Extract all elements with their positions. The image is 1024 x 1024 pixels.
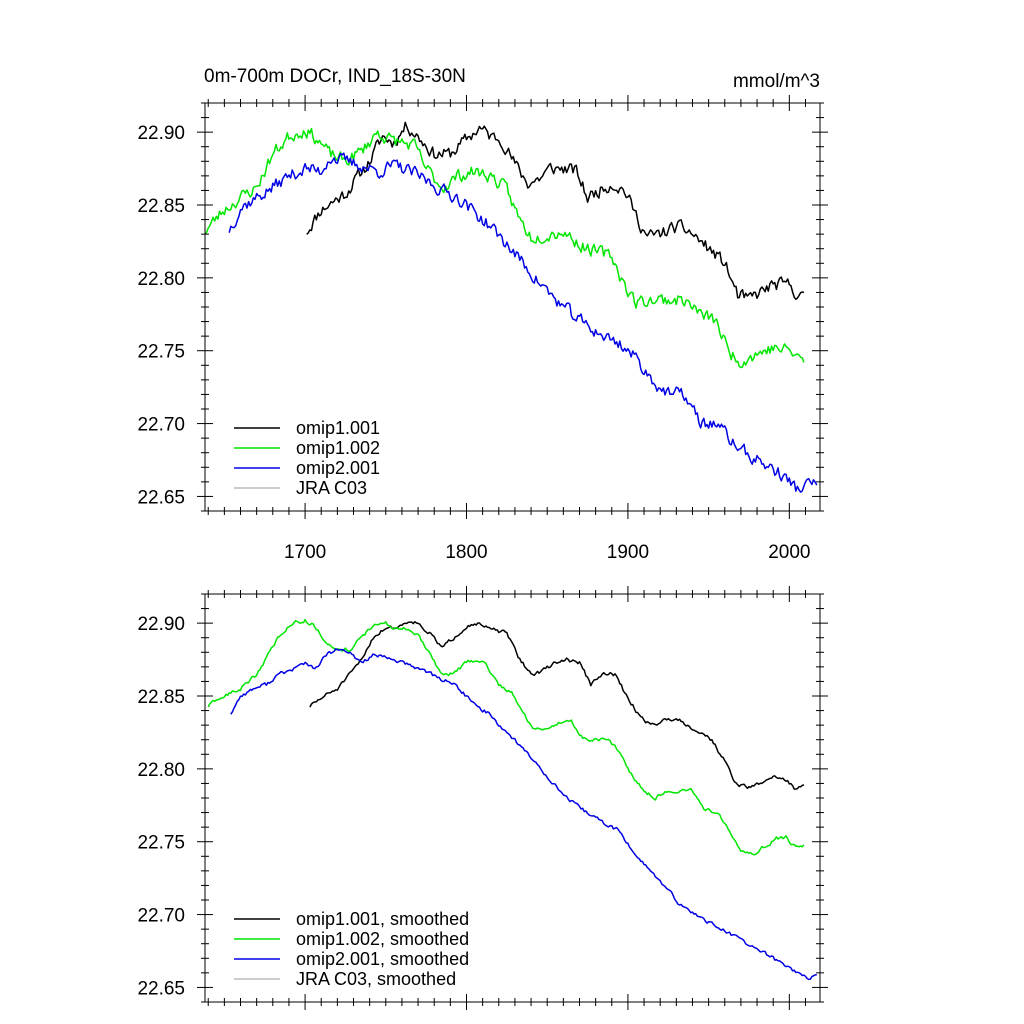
y-tick-label: 22.75 <box>137 833 185 854</box>
top-series-omip1-002 <box>204 127 805 369</box>
y-tick-label: 22.90 <box>137 123 185 144</box>
y-tick-label: 22.85 <box>137 196 185 217</box>
y-tick-label: 22.85 <box>137 687 185 708</box>
bottom-panel: 22.65 22.70 22.75 22.80 22.85 22.90 omip1.001… <box>137 586 828 1010</box>
top-frame: 1700 1800 1900 2000 22.65 22.70 22.75 22.80 22.8… <box>137 95 828 563</box>
y-tick-label: 22.70 <box>137 415 185 436</box>
y-tick-label: 22.70 <box>137 906 185 927</box>
legend-label: omip1.001, smoothed <box>296 909 469 929</box>
legend-label: omip2.001 <box>296 458 380 478</box>
top-plot-series <box>204 121 818 493</box>
y-tick-label: 22.75 <box>137 342 185 363</box>
y-tick-label: 22.80 <box>137 760 185 781</box>
x-tick-label: 1700 <box>284 542 326 563</box>
legend-label: omip2.001, smoothed <box>296 949 469 969</box>
legend-label: JRA C03, smoothed <box>296 969 456 989</box>
top-panel: 1700 1800 1900 2000 22.65 22.70 22.75 22.80 22.8… <box>137 95 828 563</box>
x-tick-label: 2000 <box>768 542 810 563</box>
top-series-omip2-001 <box>228 152 818 493</box>
y-tick-label: 22.65 <box>137 487 185 508</box>
top-series-omip1-001 <box>306 121 805 301</box>
y-tick-label: 22.80 <box>137 269 185 290</box>
legend-label: omip1.002 <box>296 438 380 458</box>
bottom-series-omip1-001-smoothed <box>309 621 805 790</box>
legend-label: omip1.001 <box>296 418 380 438</box>
x-tick-label: 1800 <box>445 542 487 563</box>
units-label: mmol/m^3 <box>733 71 820 92</box>
bottom-frame: 22.65 22.70 22.75 22.80 22.85 22.90 <box>137 586 828 1010</box>
bottom-plot-series <box>207 618 817 981</box>
chart-title: 0m-700m DOCr, IND_18S-30N <box>204 66 466 87</box>
legend-label: omip1.002, smoothed <box>296 929 469 949</box>
bottom-series-omip1-002-smoothed <box>207 618 805 856</box>
legend-label: JRA C03 <box>296 478 367 498</box>
bottom-series-omip2-001-smoothed <box>230 648 817 981</box>
y-tick-label: 22.90 <box>137 614 185 635</box>
x-tick-label: 1900 <box>607 542 649 563</box>
y-tick-label: 22.65 <box>137 978 185 999</box>
